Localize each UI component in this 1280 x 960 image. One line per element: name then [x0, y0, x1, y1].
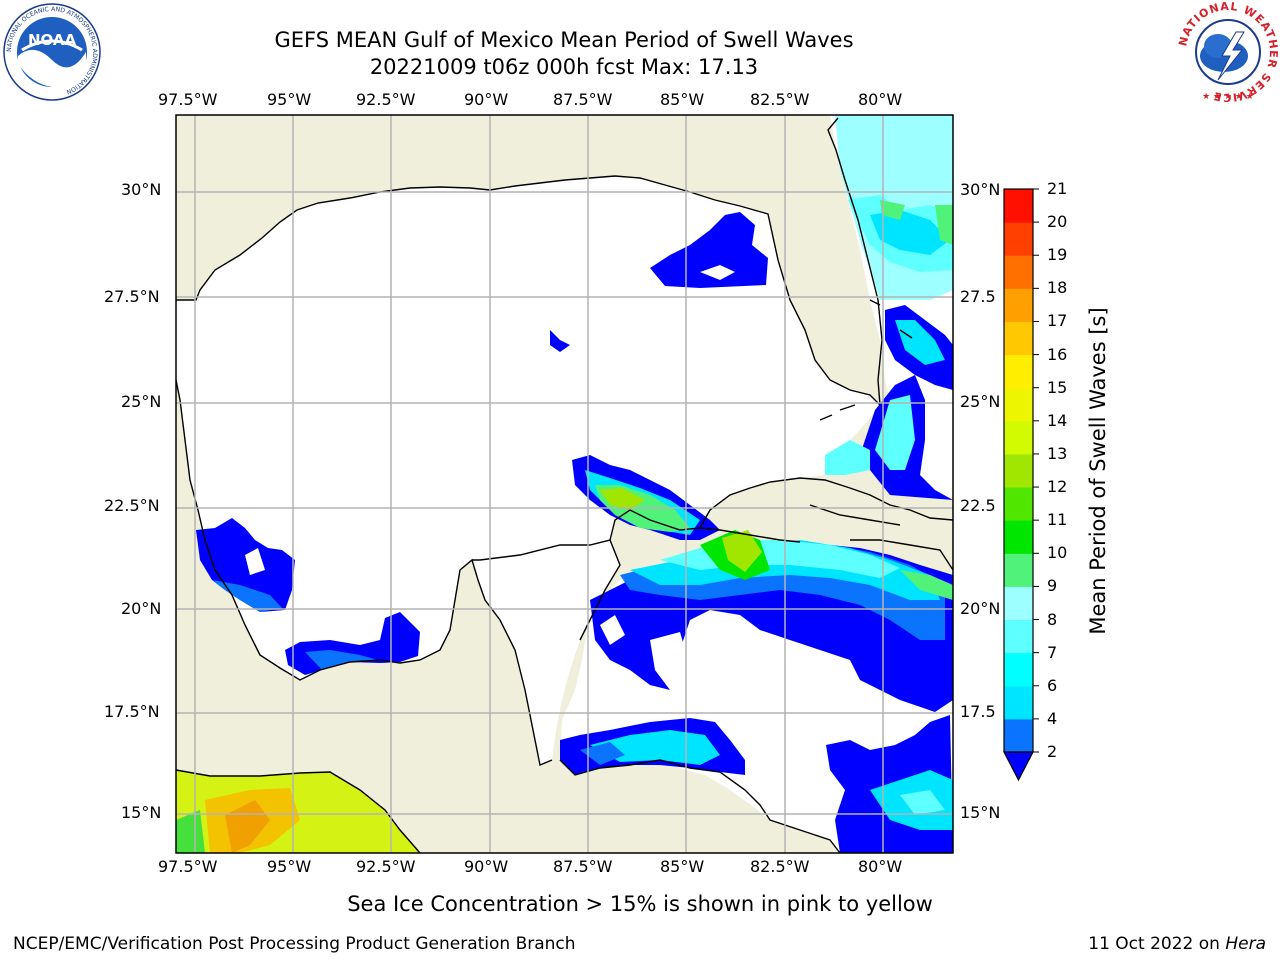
colorbar-segment: [1004, 321, 1033, 356]
colorbar-segment: [1004, 354, 1033, 389]
colorbar-segment: [1004, 387, 1033, 422]
colorbar-tick-label: 21: [1047, 179, 1068, 198]
lat-label-left: 30°N: [121, 180, 162, 199]
graticule: [176, 115, 953, 853]
lon-label-top: 87.5°W: [553, 90, 613, 109]
colorbar-tick-label: 17: [1047, 311, 1068, 331]
svg-text:★ ★ ★ ★ ★: ★ ★ ★ ★ ★: [1202, 92, 1254, 102]
colorbar-tick-label: 15: [1047, 377, 1068, 397]
footer-host: Hera: [1225, 934, 1266, 954]
colorbar-tick-label: 10: [1047, 543, 1068, 563]
lat-label-right: 30°N: [960, 180, 1001, 199]
lon-label-top: 95°W: [267, 90, 312, 109]
colorbar: [1003, 188, 1039, 782]
lon-label-top: 97.5°W: [158, 90, 218, 109]
lon-label-bottom: 95°W: [267, 857, 312, 876]
nws-logo: NATIONAL WEATHER SERVICE ★ ★ ★ ★ ★: [1178, 2, 1278, 102]
colorbar-segment: [1004, 420, 1033, 455]
noaa-logo: NATIONAL OCEANIC AND ATMOSPHERIC ADMINIS…: [3, 3, 101, 101]
lon-label-top: 80°W: [858, 90, 903, 109]
colorbar-tick-label: 12: [1047, 477, 1068, 497]
colorbar-segment: [1004, 288, 1033, 322]
gulf-water: [176, 176, 880, 765]
lat-label-right: 20°N: [960, 599, 1001, 618]
colorbar-segment: [1004, 453, 1033, 488]
lon-label-bottom: 90°W: [464, 857, 509, 876]
colorbar-segment: [1004, 718, 1033, 753]
colorbar-tick-label: 11: [1047, 510, 1068, 530]
lon-label-bottom: 85°W: [660, 857, 705, 876]
lat-label-right: 22.5: [960, 496, 996, 515]
colorbar-segment: [1004, 619, 1033, 654]
colorbar-segment: [1004, 222, 1033, 256]
lat-label-right: 25°N: [960, 392, 1001, 411]
colorbar-segment: [1004, 189, 1033, 223]
lon-label-bottom: 87.5°W: [553, 857, 613, 876]
colorbar-tick-label: 4: [1047, 708, 1058, 728]
sea-ice-caption: Sea Ice Concentration > 15% is shown in …: [347, 892, 933, 916]
footer-date: 11 Oct 2022 on Hera: [1088, 934, 1266, 954]
chart-title: GEFS MEAN Gulf of Mexico Mean Period of …: [274, 28, 854, 52]
lat-label-right: 27.5: [960, 287, 996, 306]
footer-date-text: 11 Oct 2022 on: [1088, 934, 1226, 954]
colorbar-segment: [1004, 255, 1033, 289]
lon-label-top: 82.5°W: [750, 90, 810, 109]
lat-label-right: 17.5: [960, 702, 996, 721]
colorbar-tick-label: 7: [1047, 642, 1058, 662]
colorbar-tick-label: 2: [1047, 742, 1058, 761]
colorbar-segment: [1004, 520, 1033, 554]
lon-label-bottom: 92.5°W: [356, 857, 416, 876]
colorbar-tick-label: 14: [1047, 410, 1068, 430]
swell-ne-gulf: [650, 212, 768, 288]
colorbar-segment: [1004, 685, 1033, 720]
lon-label-top: 90°W: [464, 90, 509, 109]
lat-label-left: 15°N: [121, 803, 162, 822]
map-frame: [175, 114, 954, 854]
colorbar-tick-label: 20: [1047, 212, 1068, 232]
colorbar-tick-label: 9: [1047, 576, 1058, 596]
lon-label-top: 92.5°W: [356, 90, 416, 109]
colorbar-segment: [1004, 586, 1033, 621]
lon-label-bottom: 82.5°W: [750, 857, 810, 876]
colorbar-tick-label: 18: [1047, 278, 1068, 298]
colorbar-frame: [1003, 188, 1034, 753]
lat-label-left: 22.5°N: [104, 496, 160, 515]
lon-label-bottom: 97.5°W: [158, 857, 218, 876]
colorbar-tick-label: 16: [1047, 344, 1068, 364]
colorbar-tick-label: 6: [1047, 675, 1058, 695]
lat-label-left: 25°N: [121, 392, 162, 411]
lat-label-left: 20°N: [121, 599, 162, 618]
colorbar-segment: [1004, 652, 1033, 687]
colorbar-segment: [1004, 487, 1033, 521]
chart-subtitle: 20221009 t06z 000h fcst Max: 17.13: [369, 55, 759, 79]
lat-label-right: 15°N: [960, 803, 1001, 822]
colorbar-label: Mean Period of Swell Waves [s]: [1086, 307, 1110, 634]
noaa-logo-text: NOAA: [28, 31, 77, 49]
colorbar-tick-label: 19: [1047, 245, 1068, 265]
colorbar-extension: [1003, 751, 1034, 782]
swell-west-gulf: [196, 518, 295, 612]
colorbar-tick-label: 8: [1047, 609, 1058, 629]
colorbar-segment: [1004, 553, 1033, 587]
colorbar-tick-label: 13: [1047, 443, 1068, 463]
lat-label-left: 27.5°N: [104, 287, 160, 306]
lon-label-top: 85°W: [660, 90, 705, 109]
coastlines: [175, 117, 954, 854]
footer-credit: NCEP/EMC/Verification Post Processing Pr…: [13, 934, 576, 954]
lat-label-left: 17.5°N: [104, 702, 160, 721]
lon-label-bottom: 80°W: [858, 857, 903, 876]
